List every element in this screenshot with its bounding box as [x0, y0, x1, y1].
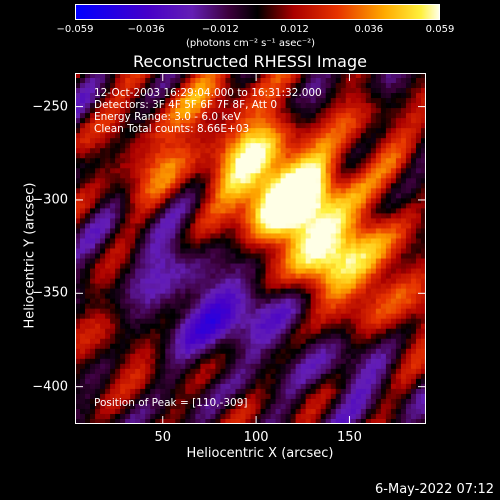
colorbar: [75, 4, 440, 20]
plot-frame: [75, 73, 426, 424]
annotation-peak-position: Position of Peak = [110,-309]: [94, 397, 248, 409]
colorbar-tick-label: 0.036: [354, 24, 384, 35]
annotation-detectors: Detectors: 3F 4F 5F 6F 7F 8F, Att 0: [94, 99, 278, 111]
colorbar-tick-label: 0.059: [425, 24, 455, 35]
x-axis-label: Heliocentric X (arcsec): [186, 446, 334, 461]
annotation-time-range: 12-Oct-2003 16:29:04.000 to 16:31:32.000: [94, 87, 322, 99]
colorbar-tick-label: −0.059: [56, 24, 94, 35]
annotation-clean-counts: Clean Total counts: 8.66E+03: [94, 123, 250, 135]
x-tick-label: 150: [337, 430, 362, 445]
y-tick-label: −250: [32, 99, 68, 115]
colorbar-tick-label: −0.036: [127, 24, 165, 35]
colorbar-tick-label: 0.012: [280, 24, 309, 35]
y-tick-label: −350: [32, 285, 68, 301]
x-tick-label: 50: [154, 430, 172, 445]
y-tick-label: −300: [32, 192, 68, 208]
annotation-energy-range: Energy Range: 3.0 - 6.0 keV: [94, 111, 241, 123]
image-title: Reconstructed RHESSI Image: [133, 52, 367, 71]
y-tick-label: −400: [32, 379, 68, 395]
x-tick-label: 100: [243, 430, 269, 445]
date-stamp: 6-May-2022 07:12: [375, 482, 494, 497]
y-axis-label: Heliocentric Y (arcsec): [22, 182, 38, 329]
flux-map: [75, 73, 426, 424]
image-plot[interactable]: [75, 73, 426, 424]
colorbar-units-label: (photons cm⁻² s⁻¹ asec⁻²): [186, 38, 316, 49]
colorbar-tick-label: −0.012: [201, 24, 239, 35]
